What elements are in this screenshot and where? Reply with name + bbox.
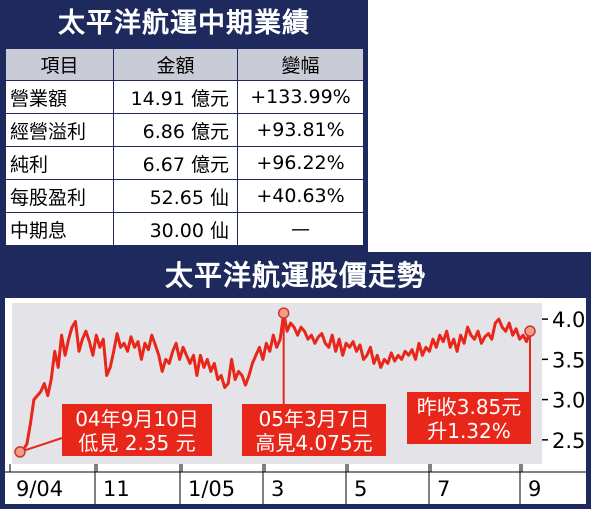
low-point-marker — [14, 446, 26, 458]
x-tick-label: 11 — [103, 477, 130, 501]
high-annotation-text: 05年3月7日 — [259, 407, 370, 431]
table-row: 經營溢利 6.86 億元 +93.81% — [5, 113, 364, 147]
y-tick-label: 3.5 — [552, 348, 585, 372]
x-tick-label: 1/05 — [188, 477, 235, 501]
table-header-row: 項目 金額 變幅 — [5, 48, 364, 81]
low-annotation-text: 低見 2.35 元 — [78, 431, 195, 455]
row-amount: 6.67 億元 — [113, 146, 238, 180]
close-annotation-text: 昨收3.85元 — [417, 395, 522, 419]
high-point-marker — [277, 307, 290, 319]
close-annotation-text: 升1.32% — [427, 419, 511, 443]
row-change: +96.22% — [237, 146, 364, 180]
row-amount: 52.65 仙 — [113, 179, 238, 213]
x-tick-label: 7 — [437, 477, 450, 501]
x-tick-label: 9/04 — [16, 477, 63, 501]
y-tick-label: 3.0 — [552, 389, 585, 413]
row-change: — — [237, 212, 364, 246]
row-item: 營業額 — [5, 80, 114, 114]
low-annotation-text: 04年9月10日 — [75, 407, 199, 431]
y-tick-label: 4.0 — [552, 308, 585, 332]
close-point-marker — [524, 325, 536, 337]
results-table-title: 太平洋航運中期業績 — [58, 8, 310, 39]
high-annotation-box — [242, 404, 386, 456]
table-row: 中期息 30.00 仙 — — [5, 212, 364, 246]
row-item: 每股盈利 — [5, 179, 114, 213]
row-amount: 14.91 億元 — [113, 80, 238, 114]
y-tick-label: 2.5 — [552, 429, 585, 453]
row-change: +40.63% — [237, 179, 364, 213]
table-row: 每股盈利 52.65 仙 +40.63% — [5, 179, 364, 213]
x-tick-label: 5 — [354, 477, 367, 501]
low-annotation-box — [62, 404, 212, 456]
header-change: 變幅 — [237, 48, 364, 81]
low-connector — [19, 437, 63, 453]
row-change: +93.81% — [237, 113, 364, 147]
x-tick-label: 3 — [271, 477, 284, 501]
results-table: 項目 金額 變幅 營業額 14.91 億元 +133.99% 經營溢利 6.86… — [5, 48, 364, 246]
row-item: 中期息 — [5, 212, 114, 246]
row-amount: 30.00 仙 — [113, 212, 238, 246]
row-item: 經營溢利 — [5, 113, 114, 147]
header-item: 項目 — [5, 48, 114, 81]
header-amount: 金額 — [113, 48, 238, 81]
high-annotation-text: 高見4.075元 — [255, 431, 372, 455]
table-row: 營業額 14.91 億元 +133.99% — [5, 80, 364, 114]
price-line — [19, 311, 532, 454]
close-annotation-box — [407, 392, 531, 444]
x-tick-label: 9 — [528, 477, 541, 501]
table-row: 純利 6.67 億元 +96.22% — [5, 146, 364, 180]
row-change: +133.99% — [237, 80, 364, 114]
row-item: 純利 — [5, 146, 114, 180]
row-amount: 6.86 億元 — [113, 113, 238, 147]
chart-title: 太平洋航運股價走勢 — [164, 259, 426, 292]
